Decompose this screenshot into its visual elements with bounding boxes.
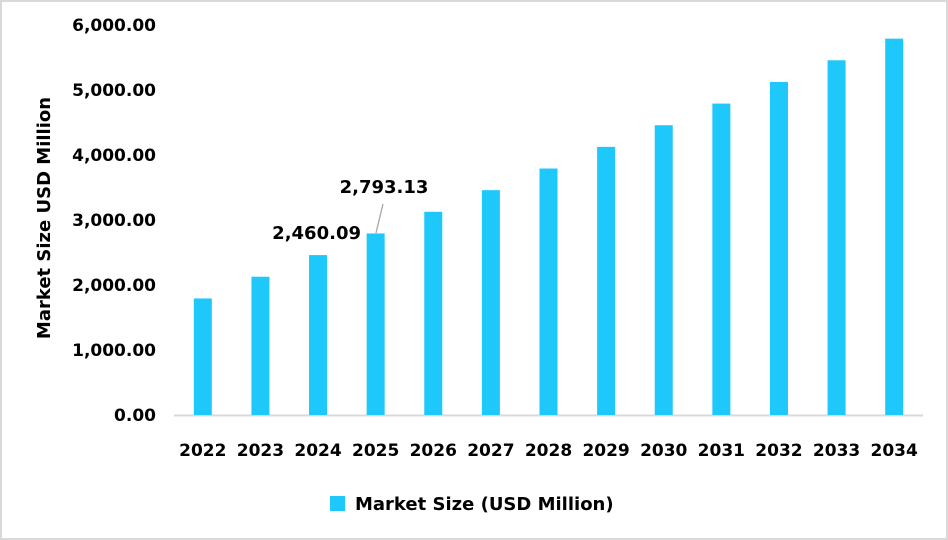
x-tick-label: 2027 [467,441,514,461]
x-tick-label: 2026 [410,441,457,461]
bar-2023[interactable] [251,276,270,415]
y-tick-label: 0.00 [114,406,156,426]
y-tick-label: 1,000.00 [72,341,156,361]
bar-2034[interactable] [885,38,904,416]
y-tick-label: 2,000.00 [72,276,156,296]
x-tick-label: 2033 [813,441,860,461]
bar-2022[interactable] [193,298,212,415]
data-label-2025: 2,793.13 [340,177,429,198]
y-tick-label: 3,000.00 [72,211,156,231]
bar-2025[interactable] [366,233,385,415]
x-tick-label: 2028 [525,441,572,461]
x-tick-label: 2030 [640,441,687,461]
x-tick-label: 2029 [582,441,629,461]
bar-2032[interactable] [769,81,788,415]
bar-2033[interactable] [827,60,846,416]
bar-2030[interactable] [654,125,673,415]
bar-2024[interactable] [309,255,328,415]
bar-2027[interactable] [481,190,500,415]
y-tick-label: 6,000.00 [72,16,156,36]
y-axis-title: Market Size USD Million [34,97,55,339]
legend-swatch [330,496,345,511]
x-tick-label: 2034 [871,441,918,461]
x-tick-label: 2023 [237,441,284,461]
x-tick-label: 2032 [755,441,802,461]
x-tick-label: 2024 [294,441,341,461]
bar-2031[interactable] [712,103,731,416]
data-label-2024: 2,460.09 [272,223,361,244]
y-tick-label: 4,000.00 [72,146,156,166]
x-tick-label: 2025 [352,441,399,461]
bar-2028[interactable] [539,168,558,415]
bar-2026[interactable] [424,211,443,415]
y-tick-label: 5,000.00 [72,81,156,101]
x-tick-label: 2031 [698,441,745,461]
x-tick-label: 2022 [179,441,226,461]
bar-2029[interactable] [597,146,616,415]
legend-label: Market Size (USD Million) [355,494,614,515]
leader-line [375,203,384,234]
